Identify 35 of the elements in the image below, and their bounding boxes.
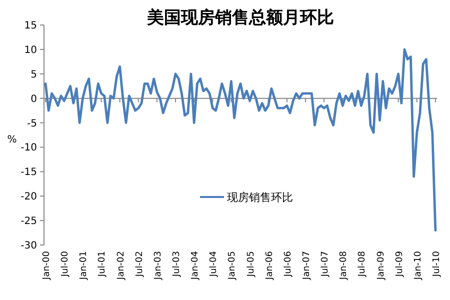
x-tick-label: Jan-01: [79, 251, 90, 281]
x-tick-label: Jan-03: [153, 251, 164, 281]
x-tick-label: Jul-01: [98, 251, 108, 278]
y-tick-label: -20: [20, 192, 37, 203]
y-tick-label: 10: [24, 44, 37, 56]
y-tick-label: 0: [30, 94, 37, 105]
x-tick-label: Jan-00: [42, 250, 52, 281]
y-tick-label: -25: [20, 216, 37, 228]
x-tick-label: Jan-02: [116, 251, 126, 281]
x-tick-label: Jul-09: [394, 250, 405, 278]
x-tick-label: Jan-10: [413, 250, 424, 281]
x-tick-label: Jul-03: [172, 251, 182, 278]
x-tick-label: Jul-00: [60, 250, 71, 278]
y-tick-label: -30: [20, 240, 37, 252]
x-tick-label: Jul-02: [134, 251, 145, 278]
x-tick-label: Jul-08: [358, 250, 368, 278]
y-tick-label: -5: [27, 118, 37, 130]
x-tick-label: Jul-05: [246, 251, 256, 278]
x-tick-label: Jan-08: [339, 250, 350, 281]
x-tick-label: Jul-06: [283, 250, 294, 278]
x-tick-label: Jan-06: [264, 250, 275, 281]
y-tick-label: 15: [24, 20, 37, 32]
legend-label: 现房销售环比: [227, 191, 293, 204]
x-tick-label: Jul-07: [320, 251, 331, 278]
y-tick-label: -10: [20, 142, 37, 154]
x-tick-label: Jul-04: [209, 250, 220, 278]
chart-title: 美国现房销售总额月环比: [146, 8, 334, 28]
x-tick-label: Jan-05: [228, 251, 238, 281]
x-tick-label: Jan-09: [376, 250, 386, 281]
x-tick-label: Jan-07: [302, 251, 312, 281]
y-axis-title: %: [7, 134, 17, 146]
x-tick-label: Jul-10: [432, 250, 442, 278]
x-tick-label: Jan-04: [190, 250, 201, 281]
y-tick-label: 5: [30, 69, 37, 80]
y-tick-label: -15: [20, 167, 37, 178]
